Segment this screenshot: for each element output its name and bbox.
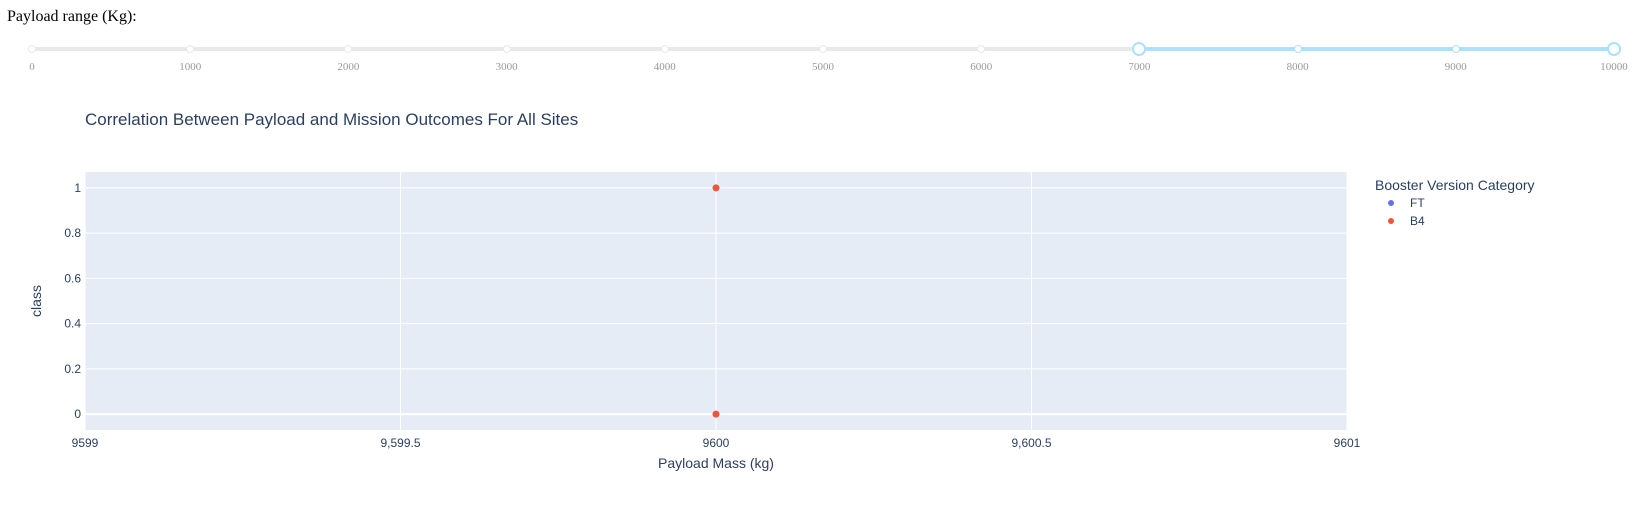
data-points	[712, 184, 720, 418]
legend-label-ft[interactable]: FT	[1410, 196, 1425, 210]
slider-dot[interactable]	[344, 45, 353, 53]
slider-dot[interactable]	[819, 45, 827, 53]
slider-selected-range[interactable]	[1139, 47, 1614, 51]
slider-mark-label[interactable]: 2000	[337, 61, 360, 73]
slider-mark-label[interactable]: 4000	[653, 61, 676, 73]
y-axis-title: class	[28, 285, 44, 317]
slider-dot[interactable]	[660, 45, 669, 53]
legend-marker-b4[interactable]	[1388, 218, 1394, 224]
chart-title: Correlation Between Payload and Mission …	[85, 110, 578, 129]
y-tick-label: 0	[74, 407, 81, 421]
y-axis-ticks: 0 0.2 0.4 0.6 0.8 1	[64, 181, 81, 421]
x-tick-label: 9601	[1334, 436, 1361, 450]
slider-mark-label[interactable]: 8000	[1286, 61, 1309, 73]
slider-dot[interactable]	[28, 45, 36, 53]
y-tick-label: 0.4	[64, 317, 81, 331]
slider-dot[interactable]	[1293, 45, 1302, 53]
data-point-b4[interactable]	[712, 184, 720, 192]
slider-dot[interactable]	[1451, 45, 1460, 53]
slider-mark-label[interactable]: 10000	[1600, 61, 1628, 73]
slider-handle-low[interactable]	[1132, 42, 1147, 56]
x-tick-label: 9600	[703, 436, 730, 450]
slider-mark-label[interactable]: 5000	[812, 61, 834, 73]
payload-range-slider[interactable]: 0 1000 2000 3000 4000 5000 6000 7000 8000 9000 100…	[0, 0, 1647, 90]
slider-dot[interactable]	[502, 45, 511, 53]
legend-label-b4[interactable]: B4	[1410, 214, 1425, 228]
slider-dot[interactable]	[977, 45, 986, 53]
legend: Booster Version Category FT B4	[1375, 177, 1535, 228]
legend-title: Booster Version Category	[1375, 177, 1535, 193]
legend-marker-ft[interactable]	[1388, 200, 1394, 206]
x-tick-label: 9,600.5	[1011, 436, 1051, 450]
x-tick-label: 9599	[72, 436, 99, 450]
y-tick-label: 0.6	[64, 271, 81, 285]
y-tick-label: 1	[74, 181, 81, 195]
data-point-b4[interactable]	[712, 410, 720, 418]
x-tick-label: 9,599.5	[380, 436, 420, 450]
slider-mark-label[interactable]: 9000	[1444, 61, 1467, 73]
slider-dot[interactable]	[186, 45, 195, 53]
slider-label: Payload range (Kg):	[7, 8, 137, 25]
slider-mark-label[interactable]: 3000	[495, 61, 518, 73]
y-tick-label: 0.8	[64, 226, 81, 240]
x-axis-ticks: 9599 9,599.5 9600 9,600.5 9601	[72, 436, 1361, 450]
x-axis-title: Payload Mass (kg)	[658, 455, 774, 471]
scatter-chart: Correlation Between Payload and Mission …	[28, 110, 1535, 471]
slider-mark-label[interactable]: 6000	[970, 61, 993, 73]
slider-handle-high[interactable]	[1607, 42, 1621, 56]
slider-mark-label[interactable]: 1000	[179, 61, 202, 73]
slider-mark-label[interactable]: 7000	[1128, 61, 1151, 73]
y-tick-label: 0.2	[64, 362, 81, 376]
slider-mark-label[interactable]: 0	[29, 61, 35, 73]
